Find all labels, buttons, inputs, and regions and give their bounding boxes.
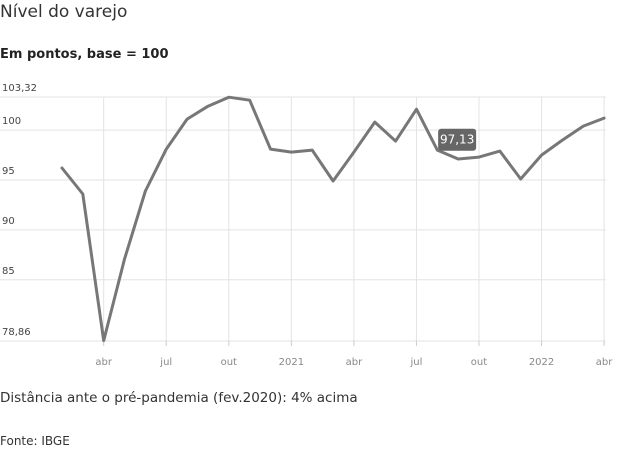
chart-subtitle: Em pontos, base = 100 [0,47,169,62]
data-point[interactable] [373,120,376,124]
data-point[interactable] [561,138,564,142]
data-point[interactable] [206,104,210,108]
data-point[interactable] [123,257,126,261]
data-point[interactable] [185,117,189,121]
x-tick-label: out [471,357,487,368]
series-line [60,95,606,343]
data-point[interactable] [415,107,418,111]
y-tick-label: 103,32 [2,83,37,94]
data-point[interactable] [582,124,585,128]
data-point[interactable] [436,148,439,152]
chart-title: Nível do varejo [0,2,128,22]
x-tick-label: jul [159,357,172,368]
data-point[interactable] [102,339,105,342]
data-point[interactable] [248,98,251,102]
data-point[interactable] [165,147,168,151]
source-note: Fonte: IBGE [0,434,70,448]
tooltip-label: 97,13 [440,133,474,147]
data-point[interactable] [519,177,522,181]
y-tick-label: 90 [2,216,15,227]
data-point[interactable] [394,139,397,143]
data-point[interactable] [81,192,85,196]
x-tick-label: 2021 [279,357,304,368]
x-tick-label: abr [596,357,613,368]
data-point[interactable] [144,189,147,193]
data-point[interactable] [456,157,460,161]
y-tick-label: 78,86 [2,327,31,338]
data-point[interactable] [227,95,230,99]
line-chart: 103,32 100 95 90 85 78,86 abr jul out 2021 abr jul… [0,83,613,368]
data-point[interactable] [602,116,606,120]
data-point[interactable] [60,166,64,170]
x-tick-label: abr [346,357,363,368]
x-tick-label: out [221,357,237,368]
value-tooltip: 97,13 [438,128,477,151]
data-point[interactable] [540,153,543,157]
data-point[interactable] [269,147,272,151]
data-point[interactable] [331,179,335,183]
data-point[interactable] [498,149,502,153]
data-point[interactable] [477,155,481,159]
x-tick-label: jul [409,357,422,368]
y-tick-label: 95 [2,166,15,177]
x-tick-label: 2022 [529,357,554,368]
y-tick-label: 85 [2,266,15,277]
footer-note: Distância ante o pré-pandemia (fev.2020)… [0,390,358,406]
tooltip-box [438,128,477,151]
x-tick-label: abr [95,357,112,368]
data-point[interactable] [311,148,314,152]
data-point[interactable] [290,150,293,154]
y-tick-label: 100 [2,116,21,127]
data-point[interactable] [352,150,356,154]
